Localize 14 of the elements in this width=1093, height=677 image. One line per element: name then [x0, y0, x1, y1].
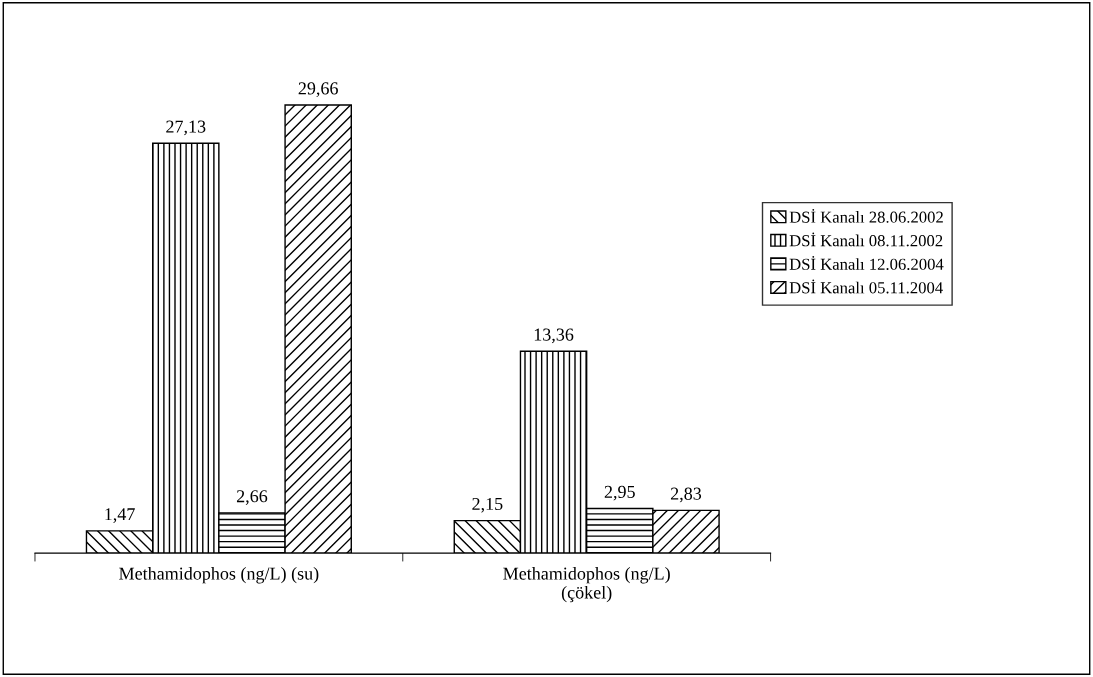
data-label: 1,47	[105, 508, 135, 523]
x-tick-label: Methamidophos (ng/L) (su)	[119, 567, 319, 584]
x-tick-label: Methamidophos (ng/L) (çökel)	[503, 567, 670, 603]
legend-label: DSİ Kanalı 08.11.2002	[789, 232, 943, 247]
data-label: 27,13	[166, 120, 206, 136]
legend-label: DSİ Kanalı 12.06.2004	[789, 256, 944, 270]
legend-label: DSİ Kanalı 05.11.2004	[789, 279, 943, 294]
data-label: 2,83	[670, 487, 702, 503]
data-label: 2,15	[472, 497, 503, 513]
legend-label: DSİ Kanalı 28.06.2002	[789, 208, 943, 223]
data-label: 29,66	[298, 82, 338, 98]
data-label: 13,36	[534, 328, 574, 344]
data-label: 2,66	[236, 490, 268, 505]
data-label: 2,95	[604, 485, 635, 501]
